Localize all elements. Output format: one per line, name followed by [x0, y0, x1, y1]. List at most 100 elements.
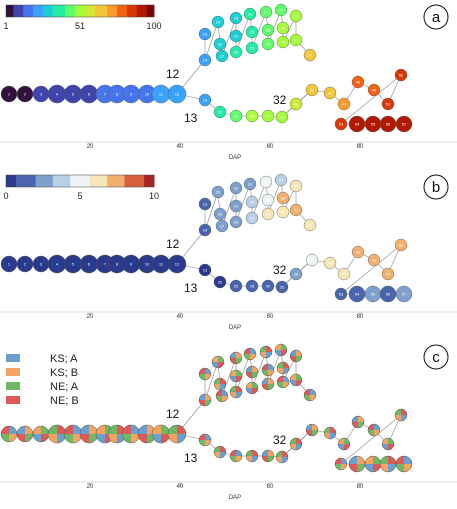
colorbar-cell	[82, 175, 86, 187]
colorbar-cell	[45, 175, 49, 187]
tree-edge	[221, 187, 237, 227]
pie-slice	[214, 378, 220, 384]
lower-node: 57	[395, 285, 413, 303]
node-id: 5	[72, 92, 75, 97]
pie-slice	[236, 392, 242, 398]
pie-slice	[358, 416, 364, 422]
node-circle	[229, 181, 243, 195]
pie-slice	[199, 400, 205, 406]
upper-node	[213, 377, 227, 391]
panel-label: b	[432, 179, 440, 196]
tree-edge	[204, 21, 219, 61]
pie-slice	[324, 433, 330, 439]
colorbar-cell	[72, 175, 76, 187]
node-outline	[367, 423, 381, 437]
pie-slice	[250, 354, 256, 360]
colorbar-cell	[149, 5, 153, 17]
trunk-node	[63, 424, 83, 444]
trunk-node	[32, 425, 50, 443]
node-circle	[275, 110, 289, 124]
node-id: 11	[159, 262, 164, 267]
node-circle	[276, 205, 290, 219]
upper-node: 23	[245, 211, 259, 225]
pie-slice	[290, 374, 296, 380]
trunk-node: 12	[167, 254, 187, 274]
pie-slice	[357, 464, 365, 472]
colorbar-cell	[8, 5, 12, 17]
x-axis-label: DAP	[229, 325, 241, 331]
legend-swatch	[6, 368, 20, 376]
pie-slice	[335, 464, 341, 470]
pie-slice	[108, 425, 117, 434]
tree-edge	[340, 74, 402, 125]
colorbar-tick-label: 1	[3, 21, 8, 31]
node-circle	[198, 27, 212, 41]
pie-slice	[230, 358, 236, 364]
node-id: 18	[234, 186, 239, 191]
node-outline	[213, 377, 227, 391]
node-id: 17	[220, 54, 225, 59]
upper-node	[229, 351, 243, 365]
upper-node: 17	[215, 49, 229, 63]
pie-slice	[246, 456, 252, 462]
pie-slice	[205, 440, 211, 446]
lower-node	[351, 415, 365, 429]
lower-node: 43	[337, 97, 351, 111]
panel-label: a	[432, 9, 441, 26]
pie-slice	[349, 456, 357, 464]
colorbar-cell	[119, 5, 123, 17]
colorbar-frame	[5, 174, 155, 188]
node-id: 38	[310, 258, 315, 263]
node-outline	[229, 385, 243, 399]
node-circle	[211, 185, 225, 199]
lower-node	[198, 433, 212, 447]
lower-node: 54	[348, 285, 366, 303]
lower-node: 49	[367, 83, 381, 97]
node-circle	[245, 195, 259, 209]
pie-slice	[168, 434, 177, 443]
node-id: 27	[279, 8, 284, 13]
colorbar-cell	[52, 175, 56, 187]
upper-node: 15	[211, 15, 225, 29]
node-outline	[276, 361, 290, 375]
node-circle	[243, 177, 257, 191]
pie-slice	[17, 426, 25, 434]
colorbar-cell	[146, 175, 150, 187]
node-outline	[305, 423, 319, 437]
node-id: 29	[281, 210, 286, 215]
colorbar-cell	[131, 5, 135, 17]
colorbar-tick-label: 0	[3, 191, 8, 201]
node-id: 6	[88, 92, 91, 97]
pie-slice	[268, 370, 274, 376]
colorbar-cell	[25, 175, 29, 187]
trunk-node: 5	[63, 254, 83, 274]
pie-slice	[296, 374, 302, 380]
node-outline	[243, 347, 257, 361]
node-circle	[367, 83, 381, 97]
lower-node: 20	[213, 275, 227, 289]
lower-node	[275, 450, 289, 464]
pie-slice	[57, 425, 66, 434]
pie-slice	[89, 434, 98, 443]
pie-slice	[41, 434, 49, 442]
colorbar-cell	[144, 5, 148, 17]
pie-slice	[312, 430, 318, 436]
colorbar-cell	[72, 5, 76, 17]
branch-label: 13	[184, 451, 198, 465]
lower-node	[379, 455, 397, 473]
node-outline	[198, 433, 212, 447]
x-tick-label: 40	[177, 484, 184, 490]
colorbar-cell	[80, 5, 83, 17]
pie-slice	[218, 362, 224, 368]
trunk-node: 4	[47, 84, 67, 104]
node-id: 4	[56, 262, 59, 267]
colorbar-cell	[30, 175, 34, 187]
pie-slice	[230, 376, 236, 382]
upper-node	[276, 361, 290, 375]
colorbar-cell	[13, 5, 17, 17]
upper-node: 18	[229, 11, 243, 25]
pie-slice	[283, 376, 289, 382]
colorbar-cell	[102, 175, 106, 187]
upper-node	[289, 349, 303, 363]
